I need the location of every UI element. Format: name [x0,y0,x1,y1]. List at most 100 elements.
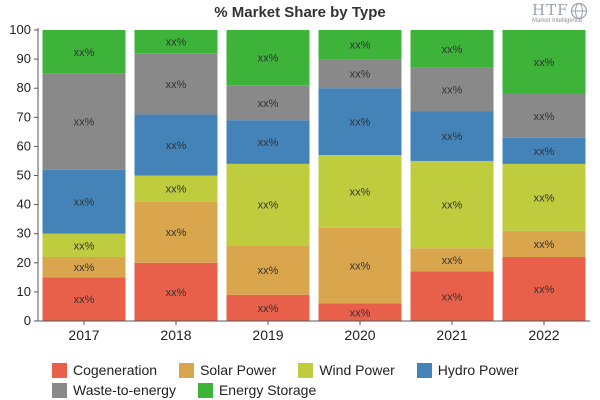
data-label: xx% [534,192,555,204]
data-label: xx% [74,117,95,129]
data-label: xx% [258,137,279,149]
legend-label: Waste-to-energy [73,382,176,398]
logo-tagline: Market Intelligence [532,18,583,24]
data-label: xx% [258,303,279,315]
bar-segment [502,163,586,231]
bar-segment [410,271,494,321]
bar-segment [318,227,402,304]
bar-segment [226,245,310,295]
legend-swatch [52,382,67,398]
bar-segment [42,277,126,321]
bar-segment [318,59,402,89]
bar-segment [318,303,402,321]
legend-item: Cogeneration [52,362,157,378]
legend-item: Waste-to-energy [52,382,176,398]
y-tick-label: 40 [17,197,31,212]
bar-segment [410,30,494,68]
legend-item: Solar Power [179,362,276,378]
data-label: xx% [258,53,279,65]
legend-item: Wind Power [298,362,395,378]
bar-segment [502,230,586,257]
data-label: xx% [74,262,95,274]
y-tick-label: 90 [17,51,31,66]
bar-segment [502,30,586,95]
data-label: xx% [350,69,371,81]
bar-segment [318,30,402,60]
bar-segment [226,30,310,86]
chart-legend: Cogeneration Solar Power Wind Power Hydro P… [52,360,592,400]
bar-segment [410,160,494,249]
bar-segment [42,233,126,257]
data-label: xx% [166,37,187,49]
bar-segment [134,30,218,54]
data-label: xx% [166,79,187,91]
legend-swatch [298,362,314,378]
data-label: xx% [442,131,463,143]
data-label: xx% [74,294,95,306]
data-label: xx% [534,111,555,123]
y-tick-label: 30 [17,226,31,241]
data-label: xx% [534,146,555,158]
y-tick-label: 20 [17,255,31,270]
data-label: xx% [350,187,371,199]
legend-label: Energy Storage [218,382,317,398]
bar-segment [134,201,218,263]
x-tick-label: 2022 [528,327,559,343]
data-label: xx% [74,197,95,209]
y-tick-label: 10 [17,284,31,299]
legend-label: Hydro Power [437,362,519,378]
htf-logo: HTF Market Intelligence [526,0,592,28]
bar-segment [42,73,126,170]
data-label: xx% [534,239,555,251]
y-tick-label: 0 [24,313,31,328]
bar-segment [134,262,218,321]
bar-segment [502,137,586,164]
data-label: xx% [534,284,555,296]
bar-segment [318,155,402,228]
globe-icon [570,2,588,20]
legend-swatch [197,382,213,398]
x-tick-label: 2018 [160,327,191,343]
data-label: xx% [74,47,95,59]
data-label: xx% [258,98,279,110]
legend-swatch [416,362,432,378]
bar-segment [410,67,494,112]
data-label: xx% [258,265,279,277]
data-label: xx% [350,40,371,52]
legend-label: Wind Power [319,362,395,378]
legend-swatch [179,362,195,378]
data-label: xx% [534,57,555,69]
bar-segment [502,256,586,321]
bar-segment [318,88,402,156]
data-label: xx% [166,140,187,152]
legend-item: Hydro Power [416,362,519,378]
bar-segment [42,256,126,278]
x-tick-label: 2019 [252,327,283,343]
y-tick-label: 60 [17,138,31,153]
data-label: xx% [442,200,463,212]
y-tick-label: 100 [9,22,31,37]
data-label: xx% [166,184,187,196]
data-label: xx% [442,255,463,267]
y-tick-label: 80 [17,80,31,95]
bar-segment [410,248,494,272]
bar-segment [42,30,126,74]
legend-label: Cogeneration [73,362,158,378]
bar-segment [134,175,218,202]
data-label: xx% [442,291,463,303]
data-label: xx% [258,200,279,212]
y-tick-label: 70 [17,109,31,124]
x-tick-label: 2017 [68,327,99,343]
bar-segment [226,163,310,246]
y-tick-label: 50 [17,168,31,183]
legend-row: Cogeneration Solar Power Wind Power Hydro P… [52,360,592,380]
legend-row: Waste-to-energy Energy Storage [52,380,592,400]
data-label: xx% [74,240,95,252]
data-label: xx% [166,287,187,299]
data-label: xx% [350,307,371,319]
bar-segment [226,85,310,121]
bar-segment [226,120,310,164]
data-label: xx% [350,117,371,129]
legend-label: Solar Power [200,362,277,378]
